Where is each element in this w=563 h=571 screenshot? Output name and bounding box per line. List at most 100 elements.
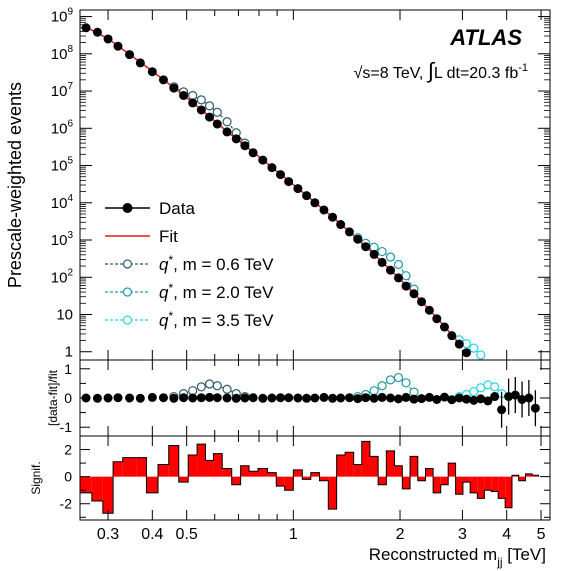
significance-panel: 2 0 -2 Signif. 0.3 0.4 0.5 1 2 3 4 5 Reconstructe… [29, 435, 551, 569]
ratio-data-point [158, 393, 168, 403]
significance-bar [455, 476, 463, 495]
significance-bar [188, 454, 198, 477]
data-point [81, 23, 91, 33]
significance-bars [79, 440, 540, 514]
atlas-label: ATLAS [449, 25, 522, 50]
legend-q: q [159, 255, 169, 274]
data-point [147, 67, 157, 77]
legend-signal-marker [122, 315, 133, 325]
ratio-data-point [417, 394, 427, 404]
ratio-data-point [490, 392, 500, 402]
signif-y-tick-label: 2 [64, 442, 72, 458]
ratio-data-point [432, 394, 442, 404]
y-tick-label: 10 [56, 306, 73, 323]
x-tick-label: 5 [537, 526, 546, 543]
y-tick-base: 10 [51, 120, 68, 137]
legend-label: Data [159, 199, 195, 218]
significance-bar [532, 475, 539, 477]
significance-bar [484, 476, 492, 491]
lumi-exponent: -1 [518, 62, 528, 74]
legend-star: * [168, 253, 173, 267]
data-point [158, 75, 168, 85]
significance-bar [122, 457, 137, 477]
significance-bar [417, 476, 426, 481]
signal-point [476, 350, 486, 360]
signif-y-axis-label: Signif. [29, 461, 43, 494]
ratio-signal-point [385, 375, 396, 385]
ratio-signal-point [222, 384, 232, 394]
significance-bar [525, 473, 533, 477]
ratio-signal-point [369, 386, 379, 396]
legend-star: * [168, 309, 173, 323]
x-tick-labels: 0.3 0.4 0.5 1 2 3 4 5 [97, 526, 546, 543]
ratio-signal-point [204, 379, 215, 389]
data-point [103, 34, 113, 44]
ratio-data-point [125, 393, 135, 403]
data-point [293, 184, 303, 194]
ratio-data-point [231, 393, 241, 403]
ratio-data-point [267, 393, 277, 403]
ratio-panel: 1 0 -1 [data-fit]/fit [46, 359, 551, 437]
ratio-data-point [497, 405, 507, 415]
significance-bar [353, 464, 362, 477]
significance-bar [267, 472, 277, 477]
data-point [424, 305, 434, 315]
y-tick-label: 108 [51, 44, 74, 63]
data-point [258, 155, 268, 165]
data-point [125, 50, 135, 60]
data-point [205, 112, 215, 122]
ratio-data-point [135, 393, 145, 403]
data-point [454, 339, 464, 349]
significance-outline [79, 440, 540, 514]
x-tick-label: 0.3 [97, 526, 119, 543]
lumi-text: L dt=20.3 fb [434, 65, 518, 82]
ratio-data-point [504, 392, 514, 402]
sqrt-symbol: √ [354, 65, 363, 82]
data-point [439, 322, 449, 332]
ratio-data-point [424, 392, 434, 402]
significance-bar [319, 476, 329, 481]
ratio-y-tick-label: -1 [60, 419, 73, 435]
ratio-data-point [222, 393, 232, 403]
data-point [222, 127, 232, 137]
data-point [319, 205, 329, 215]
y-tick-exp: 3 [67, 230, 73, 241]
significance-bar [284, 476, 294, 491]
ratio-data-point [258, 393, 268, 403]
ratio-data-point [461, 394, 471, 404]
y-tick-base: 10 [51, 232, 68, 249]
y-tick-exp: 6 [67, 118, 73, 129]
significance-bar [462, 476, 471, 483]
legend-star: * [168, 281, 173, 295]
significance-bar [440, 476, 449, 485]
x-tick-label: 3 [458, 526, 467, 543]
signal-point [188, 90, 198, 101]
ratio-data-point [353, 394, 363, 404]
ratio-data-point [302, 393, 312, 403]
ratio-data-point [439, 392, 449, 402]
x-tick-label: 0.5 [176, 526, 198, 543]
significance-bar [505, 476, 512, 508]
ratio-data-point [328, 393, 338, 403]
significance-bar [394, 465, 403, 477]
y-tick-label: 103 [51, 230, 74, 249]
signif-y-tick-label: -2 [60, 496, 73, 512]
signal-point [204, 101, 215, 111]
ratio-signal-line [357, 376, 415, 398]
ratio-data-point [188, 393, 198, 403]
ratio-data-point [393, 394, 403, 404]
significance-bar [91, 476, 103, 502]
y-tick-base: 10 [51, 269, 68, 286]
main-plot-frame [79, 9, 551, 361]
ratio-signal-point [393, 372, 404, 383]
x-axis-label-sub: jj [496, 555, 502, 569]
x-tick-label: 0.4 [141, 526, 163, 543]
data-point [447, 331, 457, 341]
significance-bar [378, 476, 387, 485]
significance-ticks: 2 0 -2 [60, 436, 550, 520]
ratio-signal-point [212, 381, 222, 391]
significance-bar [102, 476, 114, 514]
significance-bar [518, 476, 526, 481]
ratio-y-tick-label: 1 [64, 361, 72, 377]
data-point [267, 163, 277, 173]
